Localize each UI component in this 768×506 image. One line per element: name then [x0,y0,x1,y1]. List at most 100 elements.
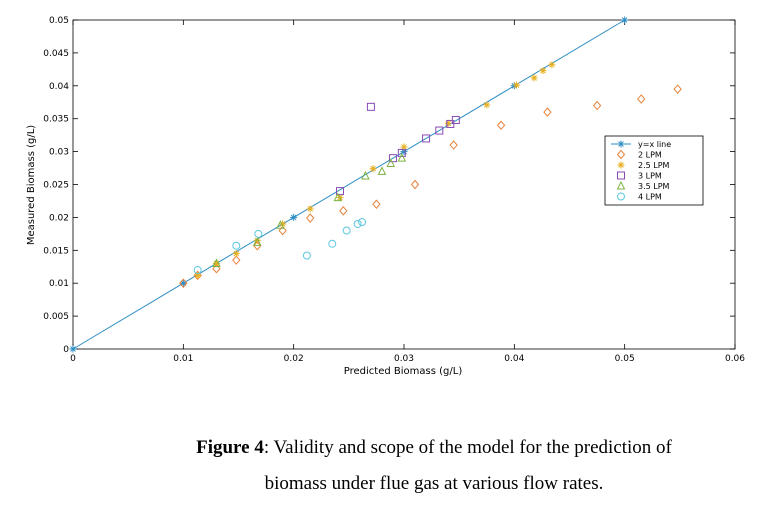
x-tick-label: 0.06 [725,354,745,364]
data-point [372,199,381,209]
legend-marker [617,171,625,180]
legend-marker [616,149,626,160]
caption-line-2: biomass under flue gas at various flow r… [264,473,604,495]
scatter-chart: 0 0.01 0.02 0.03 0.04 0.05 0.06 0 0.005 0.01 0.015… [26,16,745,377]
y-tick-label: 0.02 [49,213,69,223]
data-point [435,126,444,135]
data-point [513,81,521,89]
data-point [369,165,377,173]
legend-marker [617,161,625,169]
data-point [278,225,287,236]
data-point [530,74,538,82]
data-point [342,226,351,235]
y-tick-label: 0.035 [43,115,69,125]
data-point [548,61,556,69]
data-point [193,266,202,275]
data-point [444,119,452,127]
series-3-5-lpm [212,153,407,267]
data-point [539,67,547,75]
data-point [232,241,241,250]
legend-entry-label: 2.5 LPM [638,161,670,170]
legend-entry-label: 4 LPM [638,193,662,202]
data-point [410,179,420,190]
data-point [358,218,367,227]
x-axis-label: Predicted Biomass (g/L) [344,366,463,377]
data-point [290,213,298,221]
data-point [306,205,314,213]
data-point [397,148,406,157]
data-point [333,192,343,202]
caption-text-1: : Validity and scope of the model for th… [263,437,672,458]
data-point [194,271,202,279]
data-point [193,270,202,281]
data-point [306,213,315,223]
data-point [252,237,262,246]
data-point [253,240,262,251]
y-tick-label: 0.03 [49,148,69,158]
x-tick-label: 0.05 [615,354,635,364]
data-point [451,116,460,125]
y-tick-label: 0.005 [43,312,69,322]
y-axis-label: Measured Biomass (g/L) [26,125,37,245]
y-tick-label: 0.045 [43,49,69,59]
legend-entry-label: y=x line [638,140,671,149]
x-tick-label: 0.01 [173,354,193,364]
x-tick-label: 0 [70,354,76,364]
data-point [279,220,287,228]
y-tick-label: 0.04 [49,82,69,92]
data-point [510,82,518,90]
data-point [253,236,261,244]
data-point [276,220,285,229]
series-3-lpm [336,102,460,196]
data-point [353,219,362,228]
data-point [422,134,431,143]
data-point [400,143,408,151]
data-point [212,263,221,274]
data-point [388,154,397,163]
series-2-lpm [179,84,682,288]
data-point [366,102,375,111]
data-point [328,239,337,248]
legend-marker [617,192,625,201]
data-point [232,250,240,258]
data-point [179,279,187,287]
y-tick-label: 0.01 [49,279,69,289]
x-tick-label: 0.03 [394,354,414,364]
y-tick-label: 0.025 [43,181,69,191]
legend-marker [617,140,625,148]
series-y-x-line [69,16,629,353]
data-point [673,84,682,94]
figure-caption: Figure 4: Validity and scope of the mode… [100,430,768,502]
legend-entry-label: 3 LPM [638,172,662,181]
data-point [69,345,77,353]
legend-entry-label: 3.5 LPM [638,182,670,191]
data-point [592,100,602,111]
data-point [339,206,348,216]
figure-label: Figure 4 [196,437,264,458]
data-point [302,251,311,260]
series-line [72,19,625,350]
data-point [232,255,241,265]
data-point [377,166,387,175]
y-tick-label: 0.015 [43,246,69,256]
data-point [336,187,345,196]
data-point [361,170,370,180]
data-point [397,153,407,162]
data-point [496,120,506,131]
data-point [543,107,552,117]
data-point [254,229,263,238]
data-point [212,258,221,267]
legend-entry-label: 2 LPM [638,151,662,160]
series-4-lpm [193,218,367,275]
data-point [386,158,396,167]
y-tick-label: 0 [63,345,69,355]
data-point [637,94,646,104]
data-point [400,148,408,156]
plot-area: 0 0.01 0.02 0.03 0.04 0.05 0.06 0 0.005 0.01 0.015… [43,16,745,364]
data-point [449,140,458,150]
x-tick-label: 0.02 [284,354,304,364]
x-tick-label: 0.04 [504,354,524,364]
data-point [179,278,188,288]
legend-marker [616,180,626,190]
